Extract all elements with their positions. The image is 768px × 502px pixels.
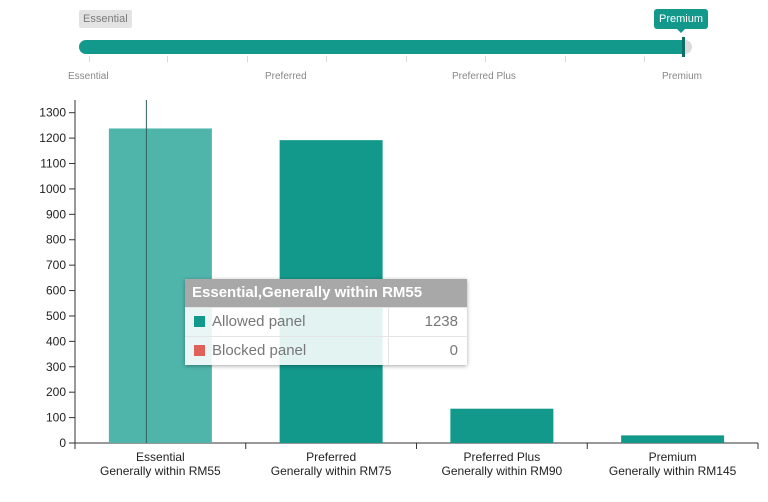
x-tick-sublabel: Generally within RM55 (100, 464, 221, 478)
x-tick-sublabel: Generally within RM75 (271, 464, 392, 478)
slider-fill (79, 40, 684, 54)
tooltip-value: 0 (449, 342, 458, 359)
slider-tick-premium: Premium (662, 71, 703, 82)
y-tick-label: 0 (59, 436, 66, 450)
y-tick-label: 1300 (39, 106, 66, 120)
bar-allowed-3 (621, 435, 725, 443)
y-tick-label: 700 (46, 258, 66, 272)
tooltip-row-blocked: Blocked panel 0 (185, 336, 467, 365)
tooltip-row-allowed: Allowed panel 1238 (185, 307, 467, 336)
y-tick-label: 1200 (39, 131, 66, 145)
slider-tick-mark (406, 56, 407, 62)
y-tick-label: 300 (46, 360, 66, 374)
allowed-swatch-icon (194, 316, 205, 327)
slider-tick-preferred-plus: Preferred Plus (452, 71, 516, 82)
slider-tick-mark (247, 56, 248, 62)
slider-tick-mark (89, 56, 90, 62)
x-tick-label: Premium (649, 450, 697, 464)
tooltip-label: Blocked panel (212, 342, 307, 359)
slider-handle[interactable] (682, 37, 685, 57)
bar-allowed-2 (450, 408, 554, 443)
tooltip-divider (388, 308, 389, 336)
chart-tooltip: Essential,Generally within RM55 Allowed … (185, 279, 467, 365)
blocked-swatch-icon (194, 345, 205, 356)
x-tick-label: Essential (136, 450, 185, 464)
x-tick-sublabel: Generally within RM145 (609, 464, 737, 478)
slider-tick-mark (644, 56, 645, 62)
slider-tick-essential: Essential (68, 71, 109, 82)
y-tick-label: 200 (46, 385, 66, 399)
slider-tick-mark (326, 56, 327, 62)
tooltip-divider (388, 337, 389, 365)
tooltip-value: 1238 (424, 313, 458, 330)
y-tick-label: 1100 (40, 157, 66, 171)
y-tick-label: 100 (46, 411, 66, 425)
y-tick-label: 800 (46, 233, 66, 247)
y-tick-label: 500 (46, 309, 66, 323)
x-tick-label: Preferred (306, 450, 356, 464)
y-tick-label: 600 (46, 284, 66, 298)
x-tick-sublabel: Generally within RM90 (442, 464, 563, 478)
y-tick-label: 1000 (39, 182, 66, 196)
slider-tick-preferred: Preferred (265, 71, 307, 82)
y-tick-label: 900 (46, 207, 66, 221)
slider-max-badge: Premium (654, 9, 709, 33)
tooltip-title: Essential,Generally within RM55 (185, 279, 467, 307)
x-tick-label: Preferred Plus (464, 450, 541, 464)
tooltip-label: Allowed panel (212, 313, 306, 330)
slider-tick-mark (167, 56, 168, 62)
slider-tick-mark (565, 56, 566, 62)
slider-tick-mark (485, 56, 486, 62)
tier-slider[interactable]: Essential Premium Essential Preferred Pr… (0, 0, 768, 90)
y-tick-label: 400 (46, 334, 66, 348)
slider-min-badge: Essential (79, 10, 132, 28)
